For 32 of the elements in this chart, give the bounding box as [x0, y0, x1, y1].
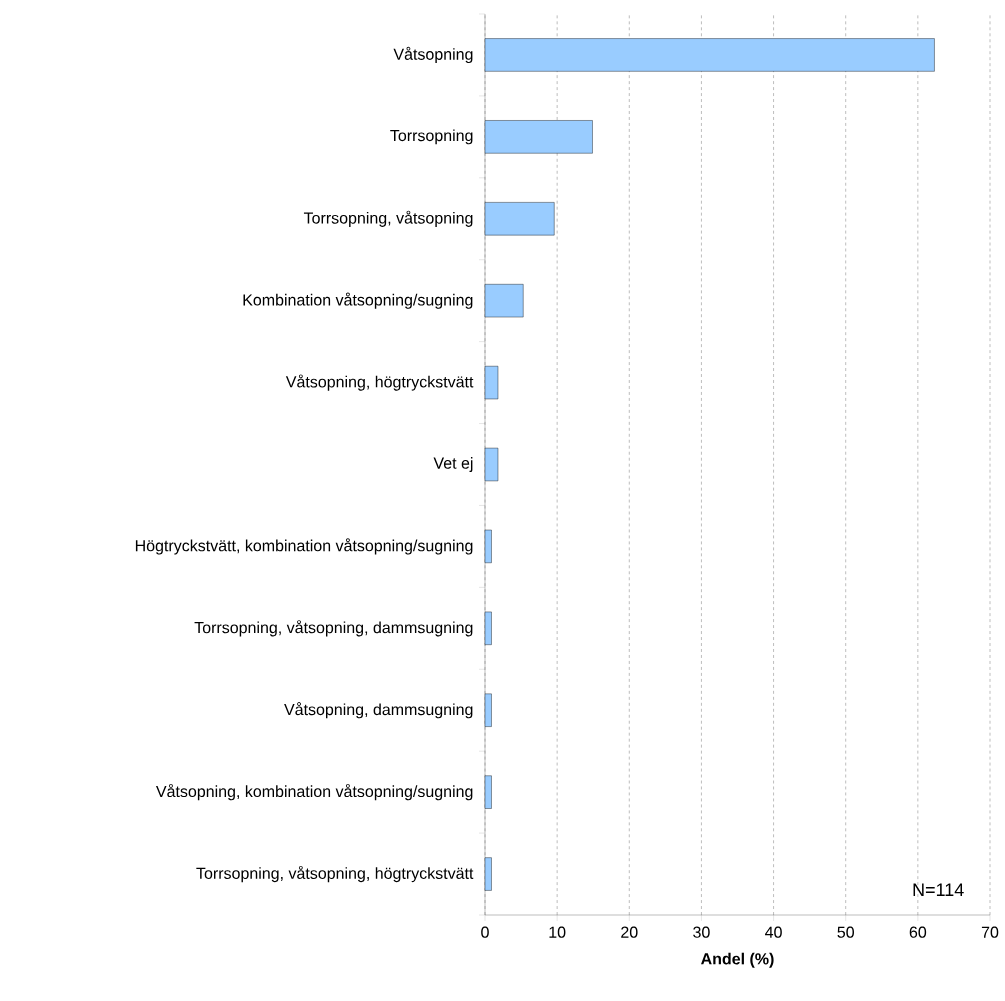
bar — [484, 529, 492, 563]
bar — [484, 857, 492, 891]
x-tick-label: 50 — [837, 926, 854, 938]
y-tick-label: Vet ej — [433, 457, 473, 472]
y-tick-label: Torrsopning — [390, 129, 473, 145]
y-tick-label: Högtryckstvätt, kombination våtsopning/sugning — [135, 538, 473, 555]
y-tick-label: Våtsopning, kombination våtsopning/sugning — [155, 784, 473, 801]
x-tick-label: 30 — [693, 926, 710, 938]
bar — [484, 447, 499, 482]
bar — [484, 38, 935, 72]
y-tick-label: Kombination våtsopning/sugning — [243, 292, 473, 309]
annotation: N=114 — [913, 883, 964, 896]
bar — [484, 120, 593, 154]
bar — [484, 693, 492, 727]
bar — [484, 202, 555, 236]
x-tick-label: 40 — [765, 926, 782, 938]
bar — [484, 775, 492, 809]
y-tick-label: Våtsopning, dammsugning — [284, 702, 473, 719]
y-tick-label: Torrsopning, våtsopning, högtryckstvätt — [196, 865, 474, 883]
x-tick-label: 70 — [981, 926, 999, 938]
bar — [484, 284, 524, 318]
y-tick-label: Torrsopning, våtsopning, dammsugning — [194, 620, 473, 637]
x-tick-label: 10 — [549, 926, 566, 938]
y-tick-label: Våtsopning — [393, 46, 473, 64]
y-tick-label: Torrsopning, våtsopning — [303, 210, 473, 227]
x-axis-title: Andel (%) — [701, 952, 774, 968]
x-tick-label: 0 — [481, 926, 489, 938]
x-tick-label: 60 — [909, 926, 927, 938]
bar — [484, 366, 499, 400]
bar — [484, 611, 492, 645]
x-tick-label: 20 — [621, 926, 638, 938]
y-tick-label: Våtsopning, högtryckstvätt — [285, 374, 474, 391]
